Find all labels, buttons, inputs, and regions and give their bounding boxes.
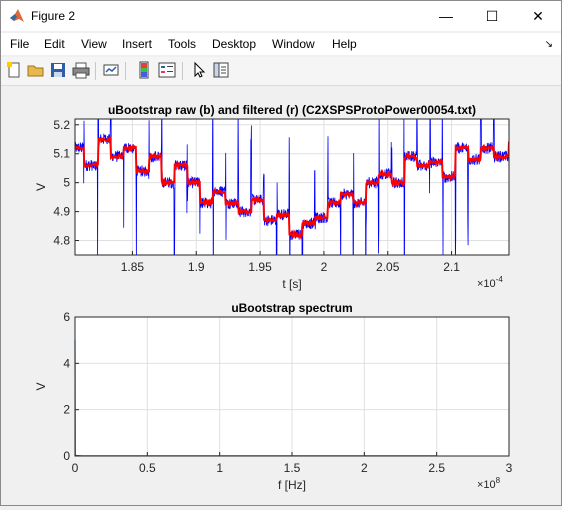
spectrum-plot-axes-box xyxy=(74,316,510,457)
raw-plot-x-exponent: ×10-4 xyxy=(477,275,503,290)
toolbar-separator xyxy=(125,62,126,80)
spectrum-plot-y-tick-label: 4 xyxy=(63,356,70,370)
raw-plot-y-label: V xyxy=(34,183,48,191)
raw-plot-x-tick-label: 2.1 xyxy=(443,260,460,274)
spectrum-plot-x-tick-label: 1 xyxy=(216,461,223,475)
raw-plot-y-tick-label: 5.2 xyxy=(53,118,70,132)
spectrum-plot-y-label: V xyxy=(34,382,48,390)
open-file-icon[interactable] xyxy=(27,61,45,79)
raw-plot-y-tick-label: 5 xyxy=(63,176,70,190)
raw-plot-y-tick-label: 4.9 xyxy=(53,205,70,219)
figure-plots: 1.85 1.9 1.95 2 2.05 2.1 4.8 4.9 5 5.1 5.2 uBootstr… xyxy=(34,103,513,492)
minimize-button[interactable]: — xyxy=(439,8,453,24)
select-arrow-icon[interactable] xyxy=(190,61,208,79)
insert-colorbar-icon[interactable] xyxy=(135,61,153,79)
raw-plot-x-tick-label: 2 xyxy=(321,260,328,274)
spectrum-plot-x-label: f [Hz] xyxy=(278,478,306,492)
figure-canvas: 1.85 1.9 1.95 2 2.05 2.1 4.8 4.9 5 5.1 5.2 uBootstr… xyxy=(1,86,561,505)
figure-toolbar xyxy=(1,57,561,86)
menu-bar: File Edit View Insert Tools Desktop Wind… xyxy=(1,33,561,55)
menu-view[interactable]: View xyxy=(81,37,107,51)
spectrum-plot-title: uBootstrap spectrum xyxy=(231,301,352,315)
spectrum-plot-x-tick-label: 2.5 xyxy=(428,461,445,475)
raw-plot-x-tick-label: 1.85 xyxy=(121,260,145,274)
close-button[interactable]: ✕ xyxy=(532,7,544,24)
print-icon[interactable] xyxy=(72,61,90,79)
maximize-button[interactable]: ☐ xyxy=(485,7,499,24)
raw-plot-title: uBootstrap raw (b) and filtered (r) (C2X… xyxy=(108,103,476,117)
raw-plot-x-tick-label: 1.95 xyxy=(248,260,272,274)
menu-edit[interactable]: Edit xyxy=(44,37,65,51)
menu-window[interactable]: Window xyxy=(272,37,315,51)
spectrum-plot-x-tick-label: 2 xyxy=(361,461,368,475)
matlab-icon xyxy=(10,9,24,22)
raw-plot-x-tick-label: 1.9 xyxy=(188,260,205,274)
window-title: Figure 2 xyxy=(31,9,76,23)
new-figure-icon[interactable] xyxy=(5,61,23,79)
menu-tools[interactable]: Tools xyxy=(168,37,197,51)
filtered-signal-line xyxy=(75,136,509,241)
raw-plot-y-tick-label: 5.1 xyxy=(53,147,70,161)
spectrum-plot-x-tick-label: 1.5 xyxy=(284,461,301,475)
property-editor-icon[interactable] xyxy=(212,61,230,79)
spectrum-plot-x-tick-label: 0.5 xyxy=(139,461,156,475)
raw-plot-x-tick-label: 2.05 xyxy=(376,260,400,274)
menu-help[interactable]: Help xyxy=(332,37,357,51)
insert-legend-icon[interactable] xyxy=(158,61,176,79)
raw-plot-y-tick-label: 4.8 xyxy=(53,234,70,248)
raw-plot-axes-box xyxy=(74,118,510,256)
link-plot-icon[interactable] xyxy=(102,61,120,79)
spectrum-plot-y-tick-label: 0 xyxy=(63,449,70,463)
toolbar-separator xyxy=(182,62,183,80)
dock-arrow-icon[interactable]: ↘ xyxy=(544,39,553,50)
save-icon[interactable] xyxy=(49,61,67,79)
spectrum-plot-x-tick-label: 3 xyxy=(506,461,513,475)
spectrum-plot-x-tick-label: 0 xyxy=(72,461,79,475)
spectrum-plot-x-exponent: ×108 xyxy=(477,476,501,491)
spectrum-plot-y-tick-label: 6 xyxy=(63,310,70,324)
menu-file[interactable]: File xyxy=(10,37,30,51)
menu-insert[interactable]: Insert xyxy=(122,37,153,51)
title-bar[interactable]: Figure 2 — ☐ ✕ xyxy=(1,1,561,31)
raw-plot-x-label: t [s] xyxy=(282,277,301,291)
spectrum-plot-y-tick-label: 2 xyxy=(63,403,70,417)
toolbar-separator xyxy=(95,62,96,80)
menu-desktop[interactable]: Desktop xyxy=(212,37,257,51)
